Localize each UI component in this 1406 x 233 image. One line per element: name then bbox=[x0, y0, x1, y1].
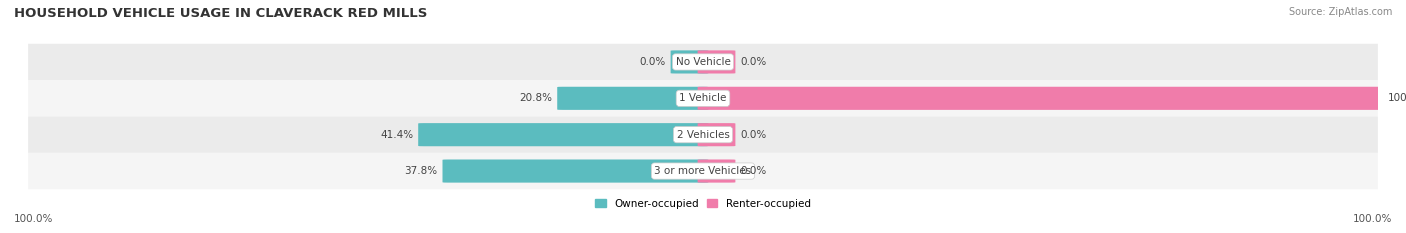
Text: 1 Vehicle: 1 Vehicle bbox=[679, 93, 727, 103]
Text: HOUSEHOLD VEHICLE USAGE IN CLAVERACK RED MILLS: HOUSEHOLD VEHICLE USAGE IN CLAVERACK RED… bbox=[14, 7, 427, 20]
Text: No Vehicle: No Vehicle bbox=[675, 57, 731, 67]
Text: 0.0%: 0.0% bbox=[740, 57, 766, 67]
Text: 3 or more Vehicles: 3 or more Vehicles bbox=[654, 166, 752, 176]
Text: 20.8%: 20.8% bbox=[519, 93, 553, 103]
FancyBboxPatch shape bbox=[697, 160, 735, 183]
FancyBboxPatch shape bbox=[671, 50, 709, 73]
FancyBboxPatch shape bbox=[28, 44, 1378, 80]
FancyBboxPatch shape bbox=[443, 160, 709, 183]
FancyBboxPatch shape bbox=[28, 153, 1378, 189]
FancyBboxPatch shape bbox=[697, 87, 1384, 110]
FancyBboxPatch shape bbox=[28, 116, 1378, 153]
FancyBboxPatch shape bbox=[557, 87, 709, 110]
Text: 41.4%: 41.4% bbox=[381, 130, 413, 140]
Legend: Owner-occupied, Renter-occupied: Owner-occupied, Renter-occupied bbox=[591, 194, 815, 213]
FancyBboxPatch shape bbox=[697, 50, 735, 73]
Text: 0.0%: 0.0% bbox=[740, 130, 766, 140]
FancyBboxPatch shape bbox=[418, 123, 709, 146]
Text: 100.0%: 100.0% bbox=[1388, 93, 1406, 103]
Text: 0.0%: 0.0% bbox=[740, 166, 766, 176]
Text: 2 Vehicles: 2 Vehicles bbox=[676, 130, 730, 140]
Text: 100.0%: 100.0% bbox=[1353, 214, 1392, 224]
Text: 100.0%: 100.0% bbox=[14, 214, 53, 224]
Text: 37.8%: 37.8% bbox=[405, 166, 437, 176]
Text: 0.0%: 0.0% bbox=[640, 57, 666, 67]
FancyBboxPatch shape bbox=[28, 80, 1378, 116]
FancyBboxPatch shape bbox=[697, 123, 735, 146]
Text: Source: ZipAtlas.com: Source: ZipAtlas.com bbox=[1288, 7, 1392, 17]
